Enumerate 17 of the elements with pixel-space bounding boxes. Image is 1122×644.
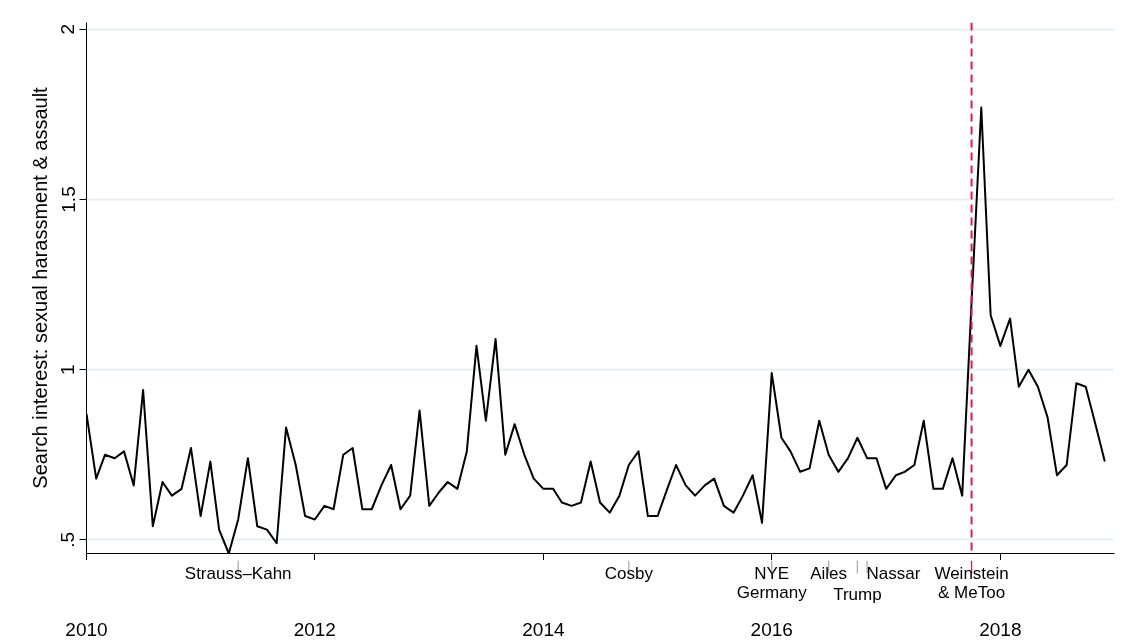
ref-line-label: Weinstein & MeToo bbox=[934, 563, 1009, 603]
ref-line-label: Nassar bbox=[866, 563, 921, 583]
x-tick-label: 2016 bbox=[750, 618, 793, 640]
x-tick-label: 2012 bbox=[293, 618, 336, 640]
ref-line-label: Strauss–Kahn bbox=[184, 563, 292, 583]
y-tick-label: 1.5 bbox=[57, 186, 79, 213]
ref-line-label: NYE Germany bbox=[736, 563, 808, 603]
x-tick-label: 2010 bbox=[65, 618, 108, 640]
y-tick-label: 1 bbox=[57, 364, 79, 375]
ref-line-label: Trump bbox=[833, 584, 882, 604]
y-tick-label: 2 bbox=[57, 24, 79, 35]
x-tick-label: 2014 bbox=[522, 618, 565, 640]
ref-line-label: Ailes bbox=[810, 563, 848, 583]
y-axis-title: Search interest: sexual harassment & assault bbox=[28, 86, 51, 489]
x-tick-label: 2018 bbox=[979, 618, 1022, 640]
ref-line-label: Cosby bbox=[604, 563, 654, 583]
y-tick-label: .5 bbox=[57, 531, 79, 548]
